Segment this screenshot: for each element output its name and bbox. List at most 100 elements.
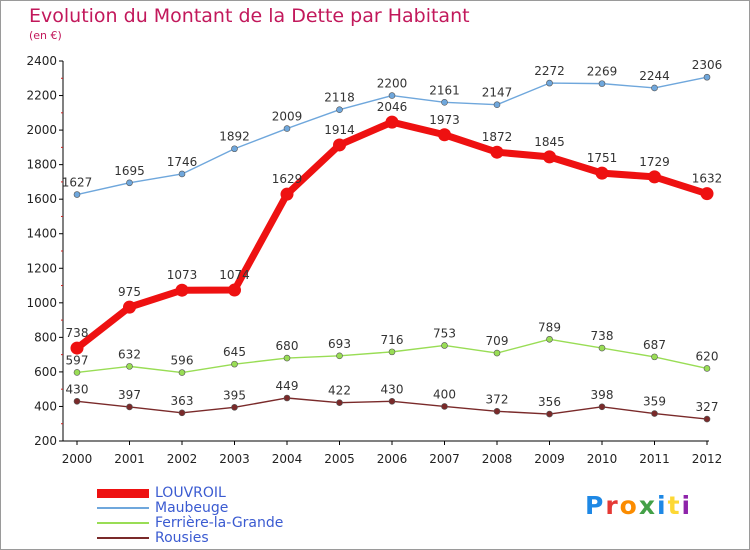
data-label: 1751 [587,151,618,165]
data-point [73,369,81,376]
x-tick-label: 2003 [219,452,250,466]
data-label: 359 [643,395,666,409]
data-label: 327 [696,400,719,414]
data-point [333,138,346,152]
data-label: 680 [276,339,299,353]
axes: 200 400 600 800 1000 1200 1400 1600 1800 2000 2200… [26,54,722,466]
legend-label: LOUVROIL [155,485,226,501]
data-point [546,410,553,418]
data-label: 1746 [167,155,198,169]
x-tick-label: 2004 [272,452,303,466]
data-label: 975 [118,285,141,299]
logo-letter: r [605,491,620,520]
data-label: 2118 [324,91,355,105]
logo-letter: x [638,491,657,520]
data-point [703,415,711,423]
data-label: 2200 [377,77,408,91]
data-point [280,187,294,201]
data-label: 687 [643,338,666,352]
legend-label: Ferrière-la-Grande [155,515,284,531]
data-label: 398 [591,388,614,402]
data-label: 753 [433,326,456,340]
data-point [648,170,661,184]
logo-letter: P [585,491,606,520]
x-tick-label: 2009 [534,452,565,466]
legend-label: Rousies [155,530,209,546]
data-point [441,98,448,106]
data-point [493,349,501,357]
data-label: 2272 [534,64,565,78]
data-point [651,353,658,361]
legend-label: Maubeuge [155,500,229,516]
series-lines [70,73,714,423]
x-tick-label: 2011 [639,452,670,466]
data-point [123,300,136,314]
data-point [231,145,238,153]
data-point [703,73,711,81]
data-point [283,125,291,132]
data-label: 1629 [272,172,303,186]
data-label: 2269 [587,65,618,79]
data-point [441,403,448,410]
y-tick-label: 1600 [26,192,57,206]
data-point [651,410,658,417]
data-point [336,106,343,114]
data-point [178,369,186,376]
data-label: 738 [591,329,614,343]
data-point [703,365,711,372]
data-label: 1074 [219,268,250,282]
data-point [178,170,186,178]
data-label: 400 [433,387,456,401]
data-label: 356 [538,395,561,409]
data-label: 372 [486,392,509,406]
y-tick-label: 2000 [26,123,57,137]
x-tick-label: 2007 [429,452,460,466]
data-point [126,403,133,411]
data-label: 430 [381,382,404,396]
data-point [283,354,291,362]
data-label: 632 [118,347,141,361]
data-point [493,101,501,108]
data-point [700,187,714,201]
x-tick-label: 2010 [587,452,618,466]
data-point [388,92,396,99]
x-tick-label: 2008 [482,452,513,466]
y-tick-label: 1800 [26,158,57,172]
y-tick-label: 2400 [26,54,57,68]
y-tick-label: 800 [34,330,57,344]
data-point [543,150,556,164]
data-point [651,84,658,92]
data-label: 2009 [272,110,303,124]
data-label: 397 [118,388,141,402]
data-label: 1073 [167,268,198,282]
data-label: 1973 [429,113,460,127]
data-label: 1632 [692,172,723,186]
data-labels: 738 975 1073 1074 1629 1914 2046 1973 1872 1845 17… [62,58,723,414]
data-point [126,179,133,187]
chart-title: Evolution du Montant de la Dette par Hab… [29,5,470,27]
y-tick-label: 1400 [26,227,57,241]
data-label: 1845 [534,135,565,149]
data-point [546,79,553,87]
y-tick-label: 1000 [26,296,57,310]
data-point [598,80,606,87]
data-point [231,404,238,411]
logo-letter: i [681,491,693,520]
chart-subtitle: (en €) [29,29,62,42]
data-point [178,409,186,417]
data-point [175,283,189,297]
y-tick-label: 600 [34,365,57,379]
legend-swatch [97,507,149,509]
logo-letter: t [667,491,682,520]
data-label: 430 [66,382,89,396]
data-label: 2147 [482,86,513,100]
logo-letter: o [619,491,639,520]
data-point [490,145,504,159]
data-point [385,115,399,129]
data-label: 645 [223,345,246,359]
x-tick-label: 2000 [62,452,93,466]
data-label: 2244 [639,69,670,83]
data-label: 2046 [377,100,408,114]
